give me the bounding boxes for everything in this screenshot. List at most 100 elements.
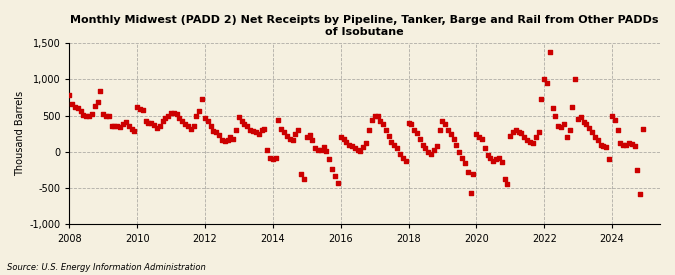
Point [103,113,114,118]
Point [603,157,614,161]
Point [460,161,470,165]
Point [265,155,275,160]
Point [516,131,527,135]
Point [293,128,304,132]
Point [531,135,541,139]
Point [214,133,225,137]
Text: Source: U.S. Energy Information Administration: Source: U.S. Energy Information Administ… [7,263,205,272]
Point [219,139,230,143]
Point [188,124,199,129]
Point [443,128,454,132]
Point [239,122,250,127]
Point [112,123,123,128]
Point [553,123,564,128]
Point [386,139,397,144]
Point [346,144,357,148]
Title: Monthly Midwest (PADD 2) Net Receipts by Pipeline, Tanker, Barge and Rail from O: Monthly Midwest (PADD 2) Net Receipts by… [70,15,659,37]
Point [508,129,518,134]
Point [502,182,513,186]
Point [281,134,292,138]
Point [120,120,131,124]
Point [632,168,643,172]
Point [479,146,490,150]
Point [228,137,239,141]
Point [429,147,439,152]
Point [406,122,417,127]
Point [367,118,377,122]
Point [242,124,252,129]
Point [564,128,575,132]
Point [310,146,321,150]
Point [174,116,185,121]
Point [440,121,451,126]
Point [86,112,97,116]
Point [151,126,162,130]
Point [279,129,290,134]
Point [75,109,86,113]
Point [360,141,371,145]
Point [493,155,504,160]
Point [287,138,298,142]
Point [377,122,388,127]
Point [539,77,549,81]
Point [576,115,587,119]
Point [231,128,242,132]
Point [225,134,236,139]
Point [355,149,366,153]
Point [581,122,592,127]
Point [398,155,408,160]
Point [434,128,445,132]
Point [612,128,623,132]
Point [544,50,555,54]
Point [157,119,168,123]
Point [129,129,140,133]
Point [78,113,89,117]
Point [329,174,340,178]
Point [522,138,533,142]
Point [412,131,423,135]
Point [324,157,335,161]
Point [383,134,394,138]
Point [550,113,561,118]
Point [276,127,287,131]
Point [598,144,609,148]
Point [587,129,597,134]
Point [72,106,83,111]
Point [250,130,261,134]
Point [338,137,349,141]
Point [562,135,572,139]
Point [358,145,369,150]
Point [169,111,180,115]
Point [89,104,100,108]
Point [177,119,188,123]
Point [126,127,137,131]
Point [570,77,580,81]
Point [253,131,264,136]
Point [140,119,151,123]
Point [491,157,502,161]
Point [182,124,193,129]
Point [593,138,603,142]
Point [400,158,411,163]
Point [124,124,134,129]
Point [558,122,569,127]
Point [635,192,646,196]
Point [364,128,375,132]
Point [595,142,606,147]
Point [485,156,496,161]
Point [423,150,433,154]
Point [420,146,431,150]
Point [165,111,176,116]
Point [462,170,473,174]
Point [381,128,392,132]
Point [392,146,402,150]
Point [474,135,485,139]
Point [186,127,196,131]
Point [431,144,442,148]
Point [601,145,612,150]
Point [148,123,159,127]
Point [81,114,92,119]
Point [208,129,219,133]
Point [307,138,318,142]
Point [315,147,326,152]
